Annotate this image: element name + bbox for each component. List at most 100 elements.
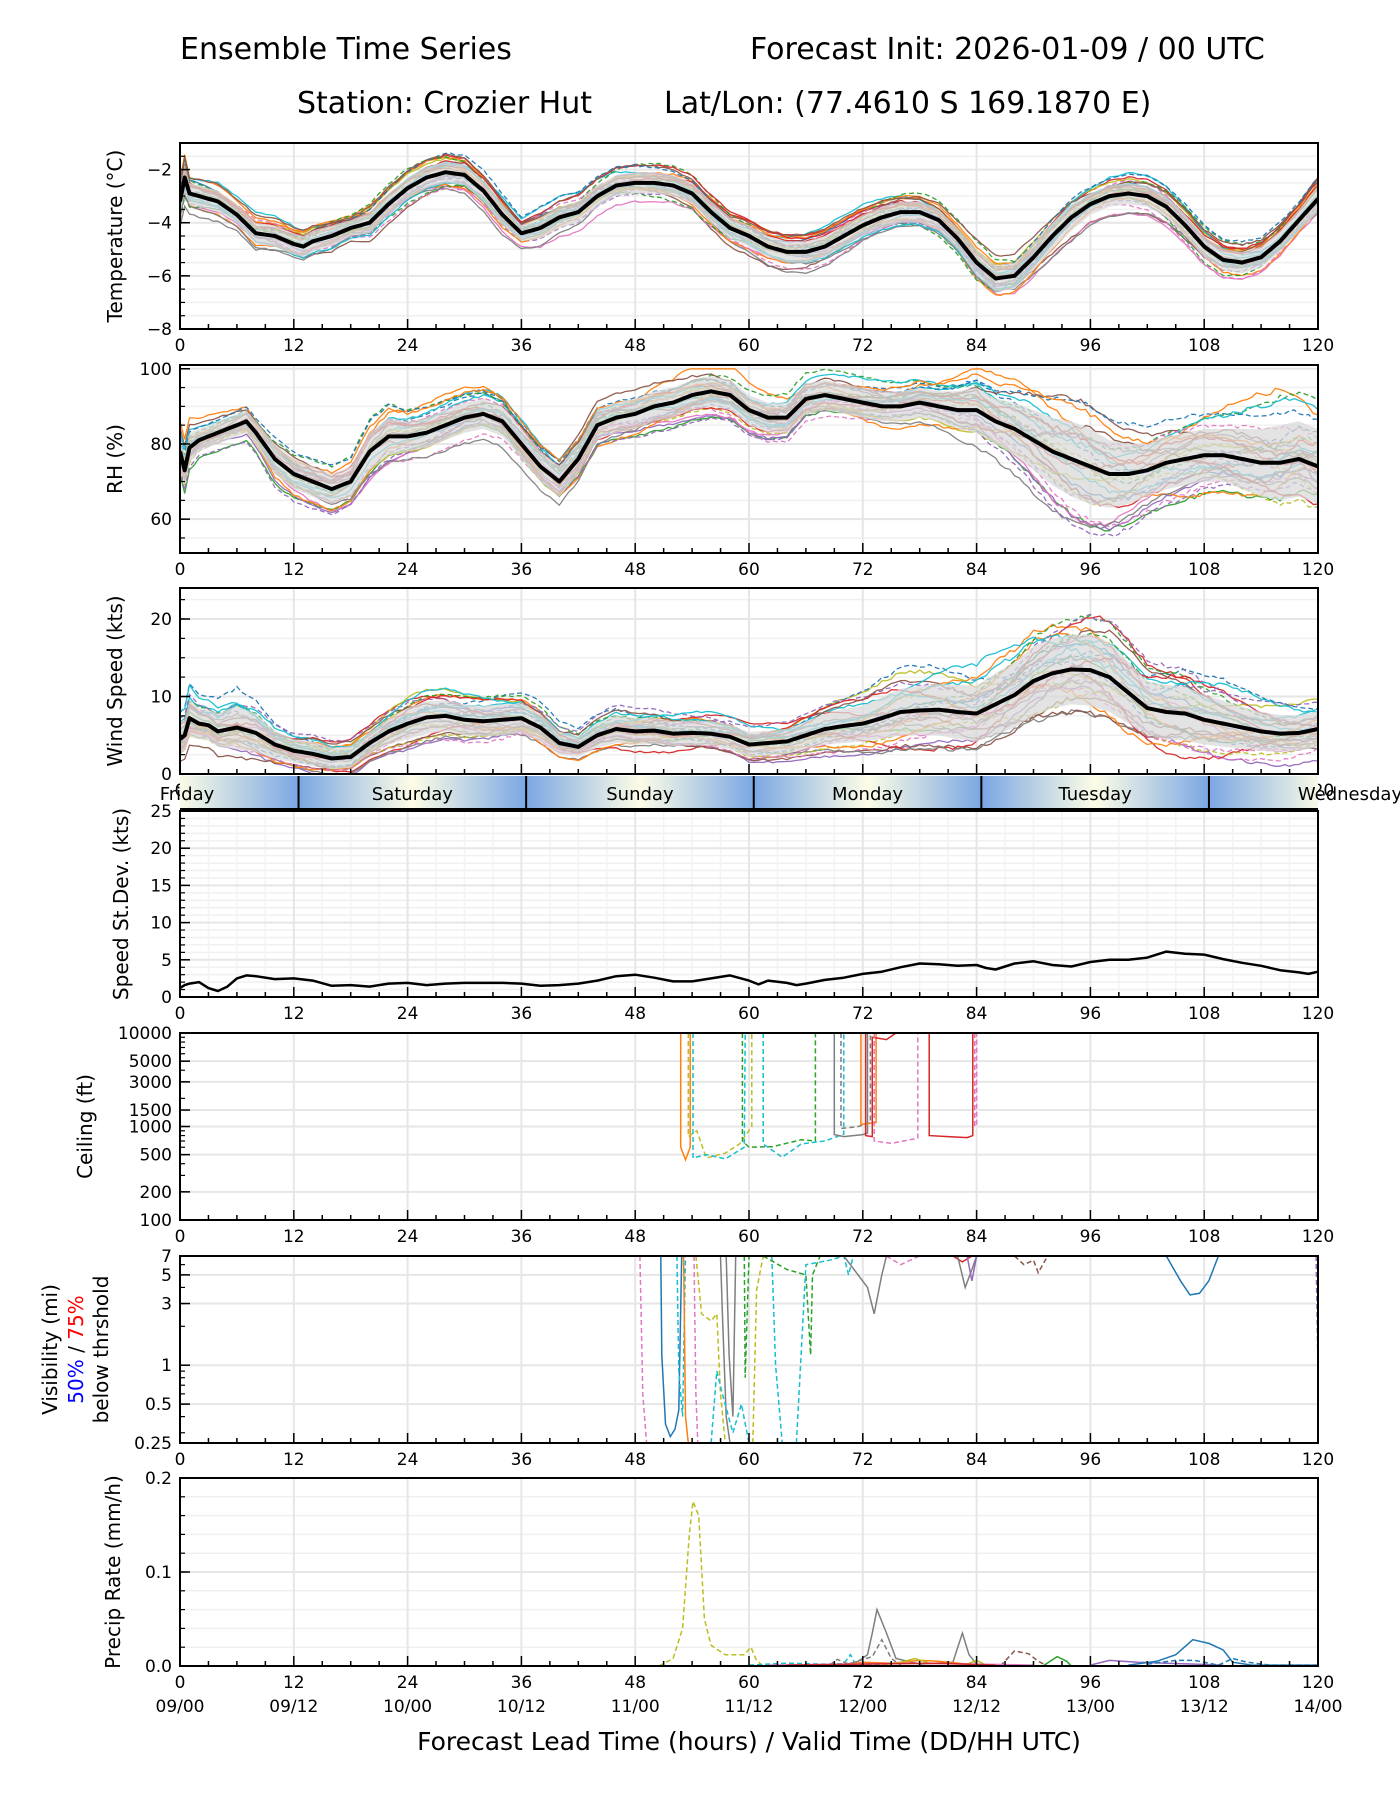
- member-line-member_orange_a: [682, 1255, 690, 1444]
- y-tick-label: 1: [161, 1356, 172, 1376]
- x-tick-label: 108: [1188, 336, 1220, 356]
- valid-time-label: 12/12: [952, 1697, 1001, 1717]
- member-line-member_olive: [687, 1033, 753, 1159]
- member-line-member_olive: [658, 1501, 764, 1667]
- series-group: [180, 613, 1318, 774]
- valid-time-label: 12/00: [838, 1697, 887, 1717]
- y-tick-label: 0: [161, 988, 172, 1008]
- x-tick-label: 120: [1302, 560, 1334, 580]
- member-line-member_brown: [999, 1650, 1049, 1667]
- y-axis-label: below thrshold: [89, 1276, 113, 1424]
- y-tick-label: 60: [150, 510, 172, 530]
- x-tick-label: 72: [852, 336, 874, 356]
- x-tick-label: 0: [175, 1673, 186, 1693]
- day-label-saturday: Saturday: [372, 784, 453, 805]
- y-axis-label: Visibility (mi): [38, 1284, 62, 1415]
- threshold-label-part: /: [64, 1340, 88, 1359]
- x-tick-label: 48: [624, 560, 646, 580]
- x-tick-label: 12: [283, 1673, 305, 1693]
- x-tick-label: 60: [738, 1673, 760, 1693]
- x-tick-label: 96: [1080, 1450, 1102, 1470]
- x-tick-label: 60: [738, 336, 760, 356]
- y-tick-label: −2: [147, 161, 172, 181]
- x-tick-label: 84: [966, 1004, 988, 1024]
- day-cell: [180, 776, 299, 809]
- day-band-cells: [180, 776, 1318, 809]
- y-tick-label: 0.2: [145, 1469, 172, 1489]
- day-label-tuesday: Tuesday: [1058, 784, 1133, 805]
- x-tick-label: 84: [966, 1227, 988, 1247]
- member-line-member_cyan_b: [710, 1370, 750, 1444]
- x-tick-label: 12: [283, 336, 305, 356]
- threshold-label-part: 50%: [64, 1359, 88, 1403]
- y-axis-label: Speed St.Dev. (kts): [109, 808, 133, 1000]
- threshold-label-part: 75%: [64, 1295, 88, 1339]
- day-label-wednesday: Wednesday: [1298, 784, 1400, 805]
- title-right: Forecast Init: 2026-01-09 / 00 UTC: [750, 32, 1265, 67]
- member-line-member_orange_b: [860, 1033, 877, 1126]
- y-tick-label: 200: [140, 1183, 172, 1203]
- y-tick-label: 10: [150, 914, 172, 934]
- day-cell: [1208, 776, 1318, 809]
- x-tick-label: 48: [624, 1673, 646, 1693]
- panel-rh: 0 12 24 36 48 60 72 84 96 108 120 60 80 100 RH (%): [103, 360, 1334, 580]
- member-line-member_green_a: [743, 1255, 750, 1378]
- member-line-member_gray_solid: [843, 1606, 978, 1666]
- panel-speed_stdev: 0 12 24 36 48 60 72 84 96 108 120 0 5 10 15 20 25 Speed S…: [109, 802, 1334, 1024]
- member-line-member_cyan_a: [692, 1032, 746, 1160]
- member-line-member_orange: [679, 1033, 691, 1162]
- member-line: [180, 153, 1318, 272]
- member-line-member_olive_a: [695, 1255, 727, 1444]
- y-tick-label: −6: [147, 267, 172, 287]
- y-tick-label: 5000: [129, 1052, 172, 1072]
- x-tick-label: 36: [511, 336, 533, 356]
- day-cell: [753, 776, 982, 809]
- day-cell: [298, 776, 527, 809]
- x-tick-label: 60: [738, 1004, 760, 1024]
- day-label-friday: Friday: [160, 784, 215, 805]
- x-tick-label: 0: [175, 336, 186, 356]
- y-tick-label: 3: [161, 1295, 172, 1315]
- x-tick-label: 72: [852, 1004, 874, 1024]
- y-tick-label: 0.1: [145, 1563, 172, 1583]
- x-tick-label: 0: [175, 1004, 186, 1024]
- y-tick-label: 500: [140, 1146, 172, 1166]
- stdev-line: [179, 950, 1319, 993]
- y-tick-label: 1500: [129, 1101, 172, 1121]
- series-group: [658, 1501, 1318, 1667]
- panel-visibility: 0 12 24 36 48 60 72 84 96 108 120 0.25 0.5 1 3 57 Visibi…: [38, 1247, 1334, 1470]
- member-line-member_blue_solid: [1128, 1638, 1318, 1666]
- x-tick-label: 96: [1080, 1673, 1102, 1693]
- member-line-member_blue_dashed: [1147, 1657, 1318, 1666]
- x-tick-label: 96: [1080, 336, 1102, 356]
- series-group: [180, 368, 1318, 537]
- member-line-member_blue_a: [660, 1255, 683, 1439]
- x-tick-label: 12: [283, 1004, 305, 1024]
- x-tick-label: 96: [1080, 1004, 1102, 1024]
- y-axis-label-thresholds: 50% / 75%: [64, 1295, 88, 1403]
- member-line-member_green: [1042, 1655, 1072, 1667]
- day-label-monday: Monday: [832, 784, 903, 805]
- valid-time-label: 09/12: [269, 1697, 318, 1717]
- x-tick-label: 72: [852, 560, 874, 580]
- x-tick-label: 36: [511, 1004, 533, 1024]
- y-tick-label: 1000: [129, 1118, 172, 1138]
- panel-wind_speed: 0122436486072849610812001020Wind Speed (…: [103, 587, 1334, 801]
- y-tick-label: 20: [150, 610, 172, 630]
- x-tick-label: 12: [283, 1450, 305, 1470]
- x-tick-label: 24: [397, 1450, 419, 1470]
- member-line: [180, 178, 1318, 280]
- y-axis-label: Precip Rate (mm/h): [101, 1475, 125, 1669]
- member-line: [180, 684, 1318, 772]
- x-tick-label: 60: [738, 560, 760, 580]
- member-line-member_brown_a: [1013, 1255, 1049, 1275]
- x-tick-label: 36: [511, 1227, 533, 1247]
- member-line-member_purple_a: [966, 1255, 978, 1281]
- series-group: [180, 152, 1318, 297]
- y-tick-label: 0.5: [145, 1395, 172, 1415]
- member-line: [180, 408, 1318, 528]
- member-line-member_gray_d: [956, 1255, 978, 1290]
- y-axis-label: Wind Speed (kts): [103, 595, 127, 766]
- member-line-member_gray_b: [725, 1255, 737, 1417]
- panel-ceiling: 0 12 24 36 48 60 72 84 96 108 120 100 200 500 10001500…: [73, 1024, 1334, 1247]
